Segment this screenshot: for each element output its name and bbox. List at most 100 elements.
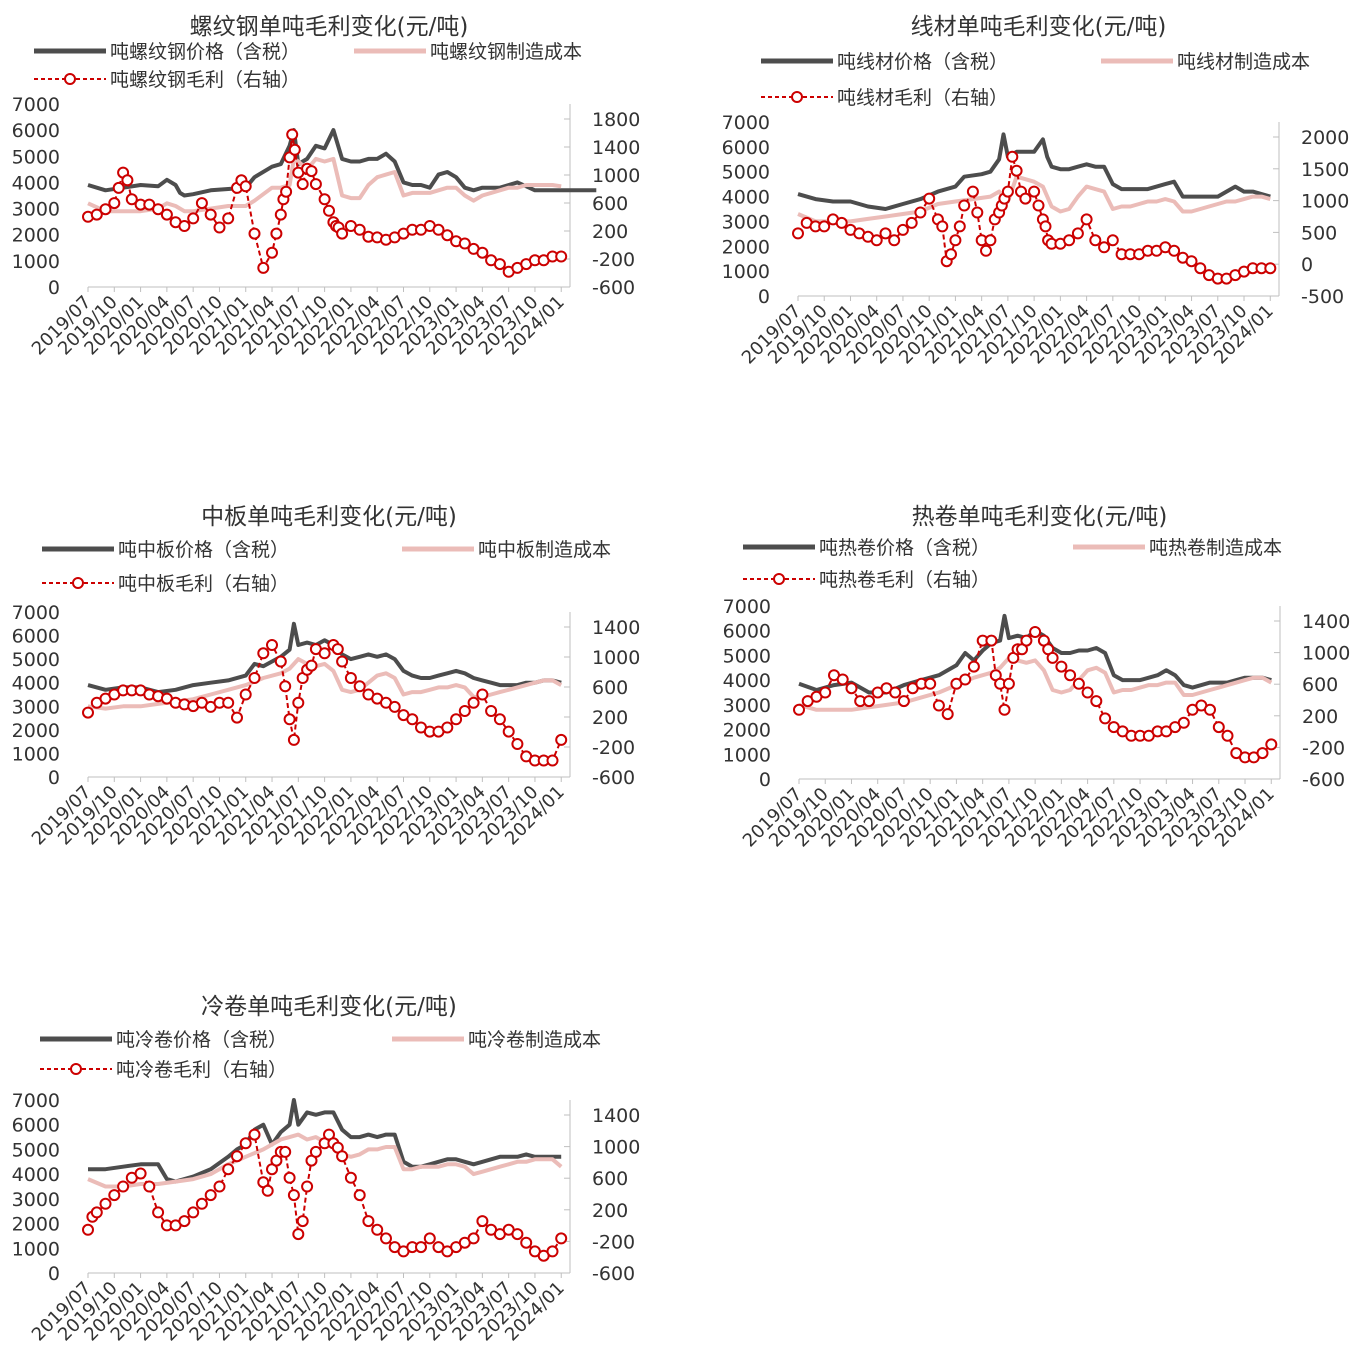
legend-label-price: 吨线材价格（含税） [837, 51, 1008, 73]
chart-title: 中板单吨毛利变化(元/吨) [201, 504, 457, 530]
margin-point [82, 706, 94, 719]
margin-point [818, 220, 831, 233]
margin-point [441, 721, 454, 734]
margin-point [966, 185, 979, 198]
margin-point [870, 234, 883, 247]
left-tick-label: 4000 [722, 187, 770, 209]
margin-point [432, 223, 445, 236]
legend-label-cost: 吨线材制造成本 [1177, 51, 1310, 73]
series-line-price [88, 1098, 562, 1184]
margin-point [835, 216, 848, 229]
margin-point [1256, 747, 1269, 760]
margin-point [380, 1232, 392, 1245]
margin-point [511, 738, 524, 750]
right-tick-label: 200 [592, 221, 628, 243]
margin-point [1064, 669, 1077, 682]
left-tick-label: 0 [48, 277, 60, 299]
margin-point [793, 703, 805, 716]
left-tick-label: 6000 [722, 137, 770, 159]
left-tick-label: 1000 [12, 1238, 60, 1260]
right-tick-label: 1500 [1301, 159, 1349, 181]
right-tick-label: 1400 [592, 1105, 640, 1127]
right-tick-label: -600 [592, 1263, 635, 1285]
margin-point [493, 258, 506, 271]
margin-point [476, 246, 489, 259]
margin-point [945, 248, 957, 261]
left-tick-label: 7000 [12, 602, 60, 624]
margin-point [266, 639, 278, 651]
margin-point [270, 227, 283, 240]
margin-point [323, 204, 335, 217]
margin-point [239, 180, 252, 193]
margin-point [222, 1163, 235, 1176]
margin-point [108, 1189, 121, 1202]
left-tick-label: 0 [759, 769, 771, 791]
margin-point [213, 1180, 226, 1193]
margin-point [1099, 712, 1112, 725]
margin-point [458, 705, 471, 717]
right-tick-label: 1000 [1301, 191, 1349, 213]
legend-label-margin: 吨热卷毛利（右轴） [819, 569, 990, 591]
margin-point [958, 199, 971, 212]
margin-point [914, 206, 927, 219]
right-tick-label: 1000 [1302, 643, 1350, 665]
left-tick-label: 2000 [12, 720, 60, 742]
margin-point [296, 1215, 309, 1228]
margin-point [836, 673, 849, 686]
margin-point [985, 634, 998, 647]
margin-point [353, 680, 366, 693]
margin-point [305, 165, 318, 178]
right-tick-label: 200 [592, 1200, 628, 1222]
margin-point [287, 1189, 300, 1202]
margin-point [213, 221, 226, 234]
left-tick-label: 3000 [723, 695, 771, 717]
margin-point [274, 655, 287, 668]
margin-point [1177, 716, 1190, 729]
margin-point [924, 677, 937, 690]
margin-point [1028, 185, 1041, 198]
left-tick-label: 4000 [12, 1164, 60, 1186]
margin-point [1072, 677, 1085, 690]
margin-point [467, 1232, 480, 1245]
margin-point [274, 208, 287, 221]
margin-point [923, 192, 936, 205]
margin-point [520, 1236, 533, 1249]
margin-point [476, 1215, 489, 1228]
margin-point [941, 708, 954, 721]
margin-point [371, 1223, 384, 1236]
margin-point [1212, 721, 1225, 734]
margin-point [546, 754, 559, 767]
margin-point [511, 1228, 524, 1241]
margin-point [318, 193, 331, 206]
margin-point [388, 700, 401, 713]
right-tick-label: 200 [592, 707, 628, 729]
right-tick-label: 1000 [592, 647, 640, 669]
margin-point [231, 1150, 243, 1163]
margin-point [231, 711, 243, 724]
margin-point [1080, 213, 1093, 226]
margin-point [204, 1189, 217, 1202]
left-tick-label: 3000 [12, 199, 60, 221]
margin-point [998, 703, 1011, 716]
margin-point [1090, 695, 1103, 708]
right-tick-label: 2000 [1301, 127, 1349, 149]
left-tick-label: 7000 [12, 1090, 60, 1112]
margin-point [888, 234, 901, 247]
left-tick-label: 7000 [722, 112, 770, 134]
margin-point [90, 208, 103, 221]
left-tick-label: 7000 [12, 94, 60, 116]
margin-point [1019, 192, 1032, 205]
margin-point [467, 696, 480, 709]
left-tick-label: 6000 [12, 626, 60, 648]
legend-marker-margin [70, 1063, 82, 1075]
right-tick-label: 1800 [592, 109, 640, 131]
margin-point [336, 655, 349, 668]
legend-label-margin: 吨螺纹钢毛利（右轴） [110, 69, 300, 91]
margin-point [257, 261, 270, 274]
margin-point [344, 672, 357, 684]
margin-point [296, 178, 309, 191]
legend-marker-margin [791, 91, 803, 103]
margin-point [309, 178, 322, 191]
